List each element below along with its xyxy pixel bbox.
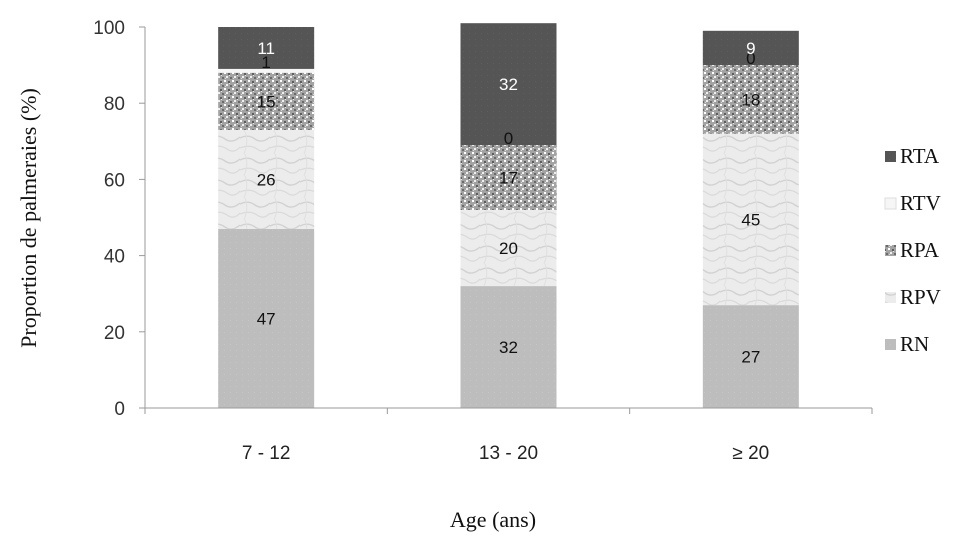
legend-swatch-rpv	[885, 292, 896, 303]
data-label-rtv-2: 0	[504, 129, 513, 148]
x-category-label: ≥ 20	[732, 443, 769, 464]
y-tick-label: 20	[104, 323, 125, 344]
y-tick-label: 0	[114, 399, 125, 420]
data-label-rn-2: 32	[499, 338, 518, 357]
legend-swatch-rn	[885, 339, 896, 350]
legend-swatch-rta	[885, 151, 896, 162]
bars-layer	[218, 23, 799, 408]
legend-swatch-rtv	[884, 197, 897, 210]
bar-rpa-1	[218, 72, 315, 130]
x-category-label: 13 - 20	[479, 443, 538, 464]
data-label-rta-1: 11	[257, 39, 275, 58]
data-label-rpv-2: 20	[499, 239, 518, 258]
y-axis-ticks: 0 20 40 60 80 100	[93, 18, 145, 420]
data-label-rn-3: 27	[741, 348, 760, 367]
y-tick-label: 60	[104, 170, 125, 191]
bar-rpv-3	[702, 133, 799, 306]
y-tick-label: 80	[104, 94, 125, 115]
bar-rta-2	[460, 23, 557, 146]
bar-rpa-2	[460, 145, 557, 210]
legend-label-rta: RTA	[900, 144, 940, 168]
bar-rn-1	[218, 228, 315, 408]
legend-label-rpa: RPA	[900, 238, 940, 262]
data-label-rtv-3: 0	[746, 49, 755, 68]
bar-rpv-2	[460, 209, 557, 287]
data-label-rtv-1: 1	[261, 53, 270, 72]
y-tick-label: 40	[104, 247, 125, 268]
bar-rta-1	[218, 27, 315, 69]
data-label-rpa-1: 15	[257, 92, 276, 111]
legend-label-rn: RN	[900, 332, 929, 356]
bar-rtv-1	[218, 68, 315, 73]
data-label-rn-1: 47	[257, 309, 276, 328]
data-label-rta-3: 9	[746, 39, 755, 58]
y-axis-title: Proportion de palmeraies (%)	[16, 88, 41, 348]
bar-rta-3	[702, 30, 799, 66]
x-axis-title: Age (ans)	[450, 507, 536, 532]
y-tick-label: 100	[93, 18, 125, 39]
legend-label-rtv: RTV	[900, 191, 941, 215]
legend-swatch-rpa	[885, 245, 896, 256]
bar-rn-3	[702, 305, 799, 408]
data-label-rpv-1: 26	[257, 170, 276, 189]
bar-rpv-1	[218, 129, 315, 229]
x-category-label: 7 - 12	[242, 443, 291, 464]
data-label-rpa-3: 18	[741, 90, 760, 109]
data-label-rta-2: 32	[499, 75, 518, 94]
bar-rn-2	[460, 286, 557, 408]
data-label-rpv-3: 45	[741, 210, 760, 229]
legend: RTA RTV RPA RPV RN	[884, 144, 941, 356]
x-axis-ticks: 7 - 12 13 - 20 ≥ 20	[144, 408, 873, 464]
bar-rpa-3	[702, 65, 799, 134]
data-label-rpa-2: 17	[499, 168, 518, 187]
legend-label-rpv: RPV	[900, 285, 941, 309]
